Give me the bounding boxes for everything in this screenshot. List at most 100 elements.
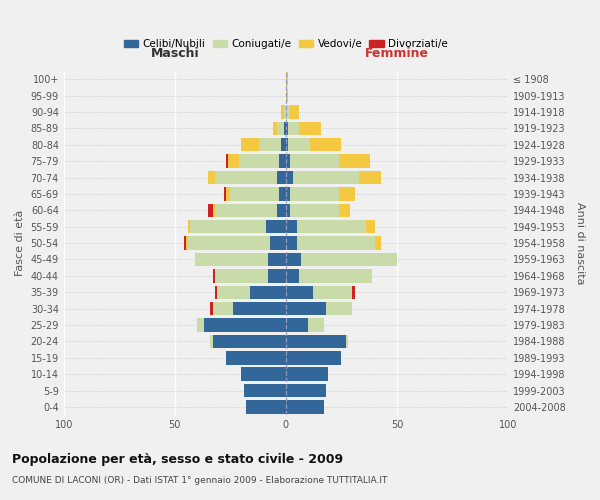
Bar — [290, 187, 339, 200]
Bar — [284, 105, 286, 118]
Bar — [286, 72, 288, 86]
Bar — [211, 334, 212, 348]
Bar — [290, 154, 339, 168]
Bar — [286, 187, 290, 200]
Bar — [259, 138, 281, 151]
Bar — [228, 154, 239, 168]
Bar — [215, 204, 277, 217]
Text: Femmine: Femmine — [365, 48, 429, 60]
Bar — [215, 269, 268, 282]
Bar — [215, 171, 277, 184]
Bar — [286, 204, 290, 217]
Bar — [212, 204, 215, 217]
Bar — [271, 236, 286, 250]
Bar — [266, 220, 286, 234]
Bar — [279, 187, 286, 200]
Bar — [212, 302, 233, 316]
Bar — [188, 220, 190, 234]
Bar — [286, 318, 308, 332]
Bar — [241, 138, 259, 151]
Bar — [244, 384, 286, 398]
Legend: Celibi/Nubili, Coniugati/e, Vedovi/e, Divorziati/e: Celibi/Nubili, Coniugati/e, Vedovi/e, Di… — [119, 35, 452, 53]
Bar — [184, 236, 186, 250]
Bar — [226, 351, 286, 364]
Bar — [188, 236, 271, 250]
Bar — [286, 384, 326, 398]
Bar — [310, 138, 341, 151]
Bar — [233, 302, 286, 316]
Bar — [286, 171, 293, 184]
Bar — [277, 171, 286, 184]
Bar — [339, 204, 350, 217]
Bar — [230, 187, 279, 200]
Bar — [286, 302, 326, 316]
Bar — [226, 187, 230, 200]
Bar — [212, 334, 286, 348]
Bar — [286, 105, 290, 118]
Bar — [286, 269, 299, 282]
Bar — [288, 138, 310, 151]
Bar — [366, 220, 374, 234]
Bar — [277, 204, 286, 217]
Bar — [197, 318, 203, 332]
Y-axis label: Fasce di età: Fasce di età — [15, 210, 25, 276]
Bar — [297, 236, 374, 250]
Bar — [268, 252, 286, 266]
Bar — [215, 286, 217, 299]
Bar — [226, 154, 228, 168]
Bar — [279, 154, 286, 168]
Bar — [286, 252, 301, 266]
Bar — [290, 204, 339, 217]
Bar — [224, 187, 226, 200]
Bar — [293, 171, 359, 184]
Bar — [286, 334, 346, 348]
Bar — [290, 105, 299, 118]
Bar — [339, 187, 355, 200]
Bar — [246, 400, 286, 413]
Bar — [190, 220, 266, 234]
Bar — [186, 236, 188, 250]
Bar — [352, 286, 355, 299]
Bar — [326, 302, 352, 316]
Bar — [281, 105, 284, 118]
Bar — [250, 286, 286, 299]
Bar — [239, 154, 279, 168]
Bar — [297, 220, 366, 234]
Bar — [277, 122, 284, 135]
Bar — [308, 318, 323, 332]
Bar — [286, 122, 288, 135]
Bar — [211, 302, 212, 316]
Bar — [286, 236, 297, 250]
Bar — [286, 286, 313, 299]
Bar — [217, 286, 250, 299]
Text: Maschi: Maschi — [151, 48, 199, 60]
Bar — [359, 171, 382, 184]
Y-axis label: Anni di nascita: Anni di nascita — [575, 202, 585, 284]
Bar — [313, 286, 352, 299]
Text: Popolazione per età, sesso e stato civile - 2009: Popolazione per età, sesso e stato civil… — [12, 452, 343, 466]
Bar — [241, 368, 286, 381]
Bar — [286, 400, 323, 413]
Bar — [212, 269, 215, 282]
Bar — [346, 334, 348, 348]
Bar — [195, 252, 268, 266]
Bar — [284, 122, 286, 135]
Bar — [268, 269, 286, 282]
Bar — [299, 122, 322, 135]
Bar — [208, 171, 215, 184]
Bar — [288, 122, 299, 135]
Bar — [281, 138, 286, 151]
Bar — [374, 236, 382, 250]
Bar — [286, 89, 288, 102]
Bar — [286, 220, 297, 234]
Bar — [301, 252, 397, 266]
Bar — [208, 204, 212, 217]
Bar — [286, 351, 341, 364]
Bar — [339, 154, 370, 168]
Bar — [299, 269, 373, 282]
Text: COMUNE DI LACONI (OR) - Dati ISTAT 1° gennaio 2009 - Elaborazione TUTTITALIA.IT: COMUNE DI LACONI (OR) - Dati ISTAT 1° ge… — [12, 476, 388, 485]
Bar — [286, 138, 288, 151]
Bar — [286, 154, 290, 168]
Bar — [286, 368, 328, 381]
Bar — [272, 122, 277, 135]
